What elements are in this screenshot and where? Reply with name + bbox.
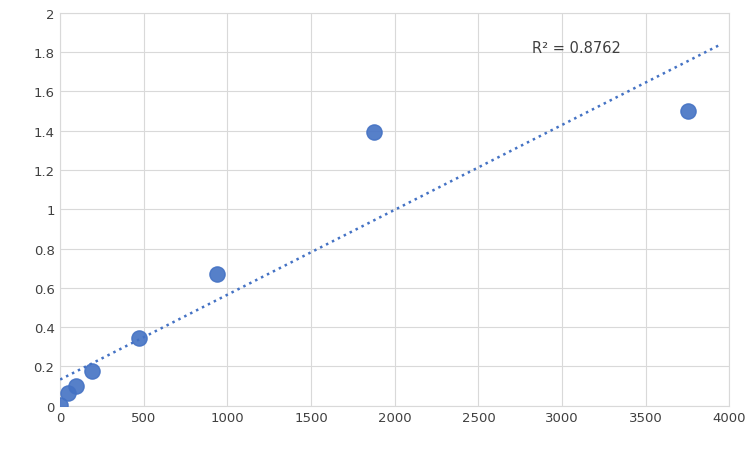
Point: [132, 335, 144, 342]
Point: [54, 402, 66, 409]
Point: [681, 108, 693, 115]
Point: [368, 129, 380, 137]
Text: R² = 0.8762: R² = 0.8762: [532, 41, 621, 56]
Point: [70, 382, 82, 390]
Point: [211, 271, 223, 278]
Point: [62, 390, 74, 397]
Point: [86, 368, 98, 375]
